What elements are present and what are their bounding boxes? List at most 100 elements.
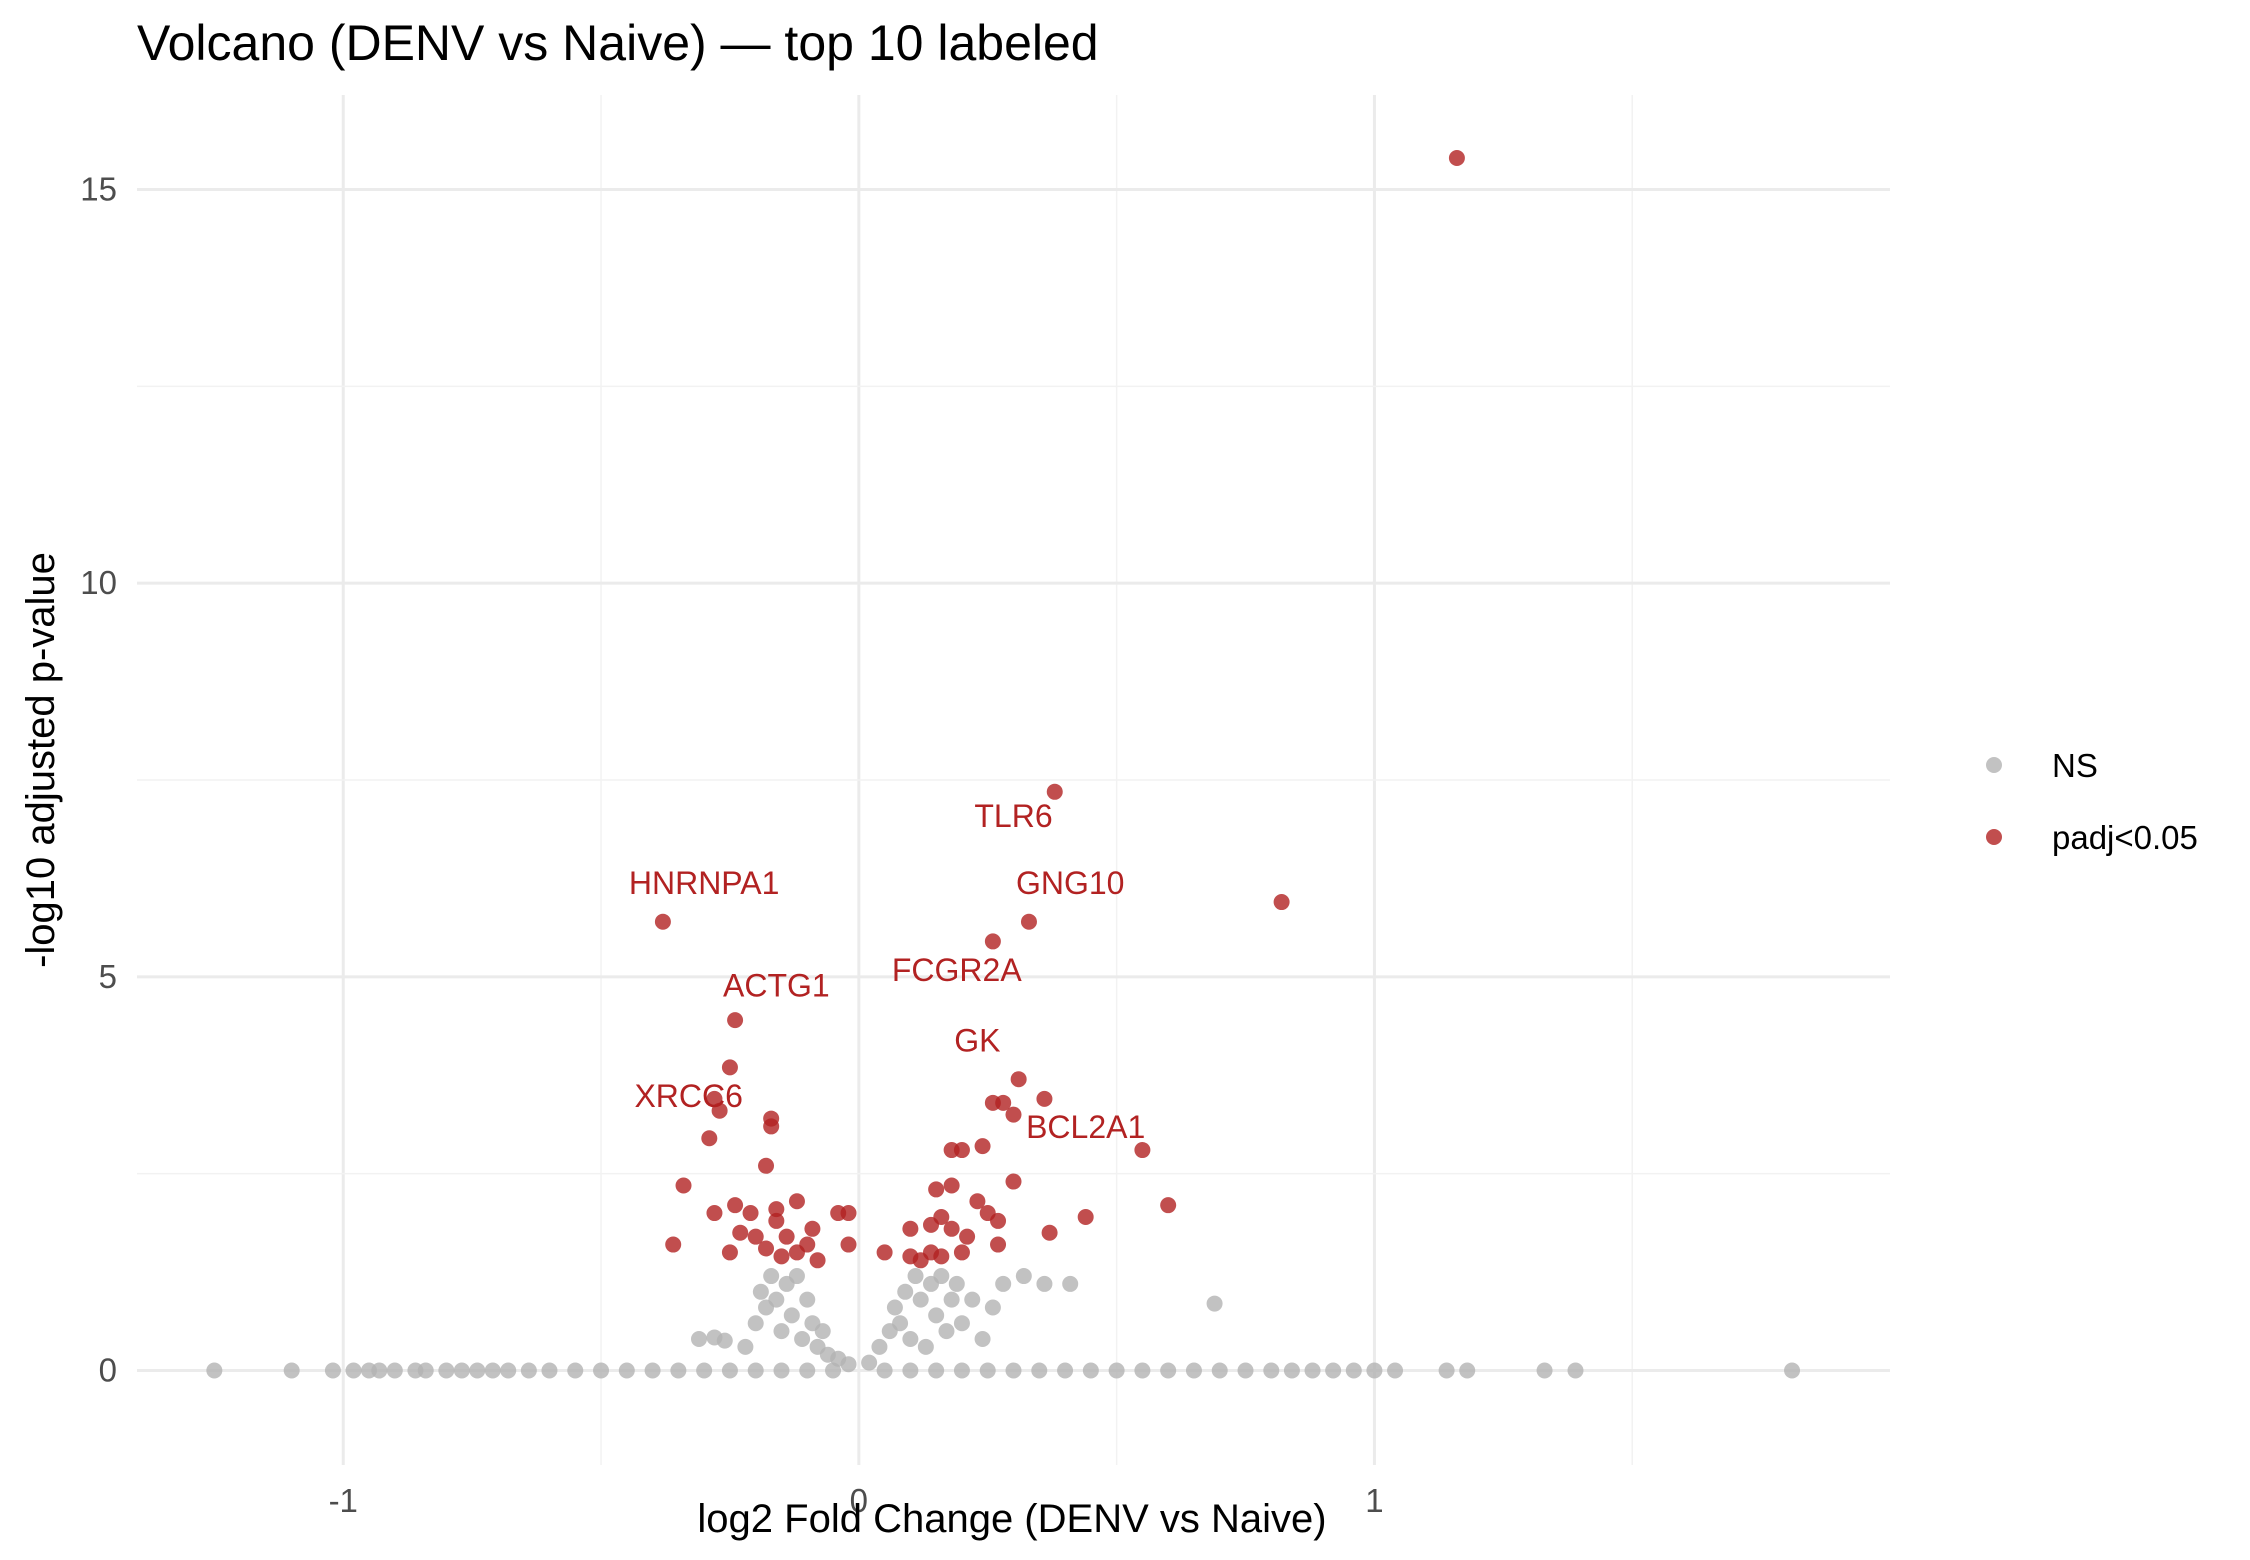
- ns-point: [644, 1362, 661, 1379]
- legend-label: padj<0.05: [2052, 819, 2198, 856]
- significant-point: [933, 1208, 950, 1225]
- ns-point: [1387, 1362, 1404, 1379]
- ns-point: [933, 1268, 950, 1285]
- significant-point: [742, 1205, 759, 1222]
- ns-point: [948, 1275, 965, 1292]
- ns-point: [1325, 1362, 1342, 1379]
- significant-point: [1046, 783, 1063, 800]
- ns-point: [974, 1331, 991, 1348]
- ns-point: [520, 1362, 537, 1379]
- ns-point: [737, 1338, 754, 1355]
- x-tick-label: -1: [329, 1482, 358, 1519]
- significant-point: [654, 913, 671, 930]
- significant-point: [758, 1240, 775, 1257]
- ns-point: [783, 1307, 800, 1324]
- ns-point: [752, 1283, 769, 1300]
- ns-point: [1345, 1362, 1362, 1379]
- ns-point: [1185, 1362, 1202, 1379]
- ns-point: [953, 1362, 970, 1379]
- ns-point: [567, 1362, 584, 1379]
- ns-point: [721, 1362, 738, 1379]
- significant-point: [974, 1138, 991, 1155]
- significant-point: [1160, 1197, 1177, 1214]
- significant-point: [990, 1236, 1007, 1253]
- significant-point: [1036, 1090, 1053, 1107]
- significant-point: [1134, 1142, 1151, 1159]
- ns-point: [943, 1291, 960, 1308]
- ns-point: [283, 1362, 300, 1379]
- ns-point: [1211, 1362, 1228, 1379]
- ns-point: [917, 1338, 934, 1355]
- ns-point: [1206, 1295, 1223, 1312]
- ns-point: [1108, 1362, 1125, 1379]
- ns-point: [768, 1291, 785, 1308]
- ns-point: [799, 1362, 816, 1379]
- ns-point: [1567, 1362, 1584, 1379]
- ns-point: [861, 1354, 878, 1371]
- x-axis-title: log2 Fold Change (DENV vs Naive): [697, 1497, 1326, 1541]
- ns-point: [386, 1362, 403, 1379]
- ns-point: [716, 1332, 733, 1349]
- significant-point: [721, 1244, 738, 1261]
- significant-point: [1041, 1224, 1058, 1241]
- gene-label: TLR6: [974, 798, 1052, 834]
- ns-point: [912, 1291, 929, 1308]
- ns-point: [995, 1275, 1012, 1292]
- ns-point: [886, 1299, 903, 1316]
- significant-point: [763, 1118, 780, 1135]
- significant-point: [902, 1220, 919, 1237]
- significant-point: [788, 1193, 805, 1210]
- ns-point: [670, 1362, 687, 1379]
- gene-label: HNRNPA1: [629, 865, 780, 901]
- ns-point: [876, 1362, 893, 1379]
- ns-point: [324, 1362, 341, 1379]
- ns-point: [773, 1362, 790, 1379]
- ns-point: [928, 1307, 945, 1324]
- ns-point: [907, 1268, 924, 1285]
- significant-point: [768, 1212, 785, 1229]
- ns-point: [1283, 1362, 1300, 1379]
- ns-point: [799, 1291, 816, 1308]
- y-tick-label: 15: [80, 170, 117, 207]
- significant-point: [1005, 1173, 1022, 1190]
- significant-point: [727, 1197, 744, 1214]
- significant-point: [840, 1236, 857, 1253]
- ns-point: [763, 1268, 780, 1285]
- ns-point: [469, 1362, 486, 1379]
- y-tick-label: 5: [99, 958, 117, 995]
- ns-point: [871, 1338, 888, 1355]
- ns-point: [979, 1362, 996, 1379]
- ns-point: [1134, 1362, 1151, 1379]
- significant-point: [1448, 149, 1465, 166]
- significant-point: [943, 1220, 960, 1237]
- significant-point: [990, 1212, 1007, 1229]
- ns-point: [696, 1362, 713, 1379]
- significant-point: [701, 1130, 718, 1147]
- ns-point: [690, 1331, 707, 1348]
- ns-point: [1438, 1362, 1455, 1379]
- ns-point: [417, 1362, 434, 1379]
- x-tick-label: 0: [850, 1482, 868, 1519]
- significant-point: [706, 1205, 723, 1222]
- significant-point: [809, 1252, 826, 1269]
- significant-point: [804, 1220, 821, 1237]
- x-tick-label: 1: [1365, 1482, 1383, 1519]
- ns-point: [1005, 1362, 1022, 1379]
- significant-point: [665, 1236, 682, 1253]
- ns-point: [1062, 1275, 1079, 1292]
- ns-point: [1160, 1362, 1177, 1379]
- significant-point: [943, 1177, 960, 1194]
- ns-point: [541, 1362, 558, 1379]
- significant-point: [1273, 894, 1290, 911]
- ns-point: [897, 1283, 914, 1300]
- significant-point: [747, 1228, 764, 1245]
- ns-point: [1015, 1268, 1032, 1285]
- significant-point: [768, 1201, 785, 1218]
- ns-point: [345, 1362, 362, 1379]
- ns-point: [438, 1362, 455, 1379]
- significant-point: [928, 1181, 945, 1198]
- ns-point: [840, 1356, 857, 1373]
- ns-point: [953, 1315, 970, 1332]
- significant-point: [727, 1012, 744, 1029]
